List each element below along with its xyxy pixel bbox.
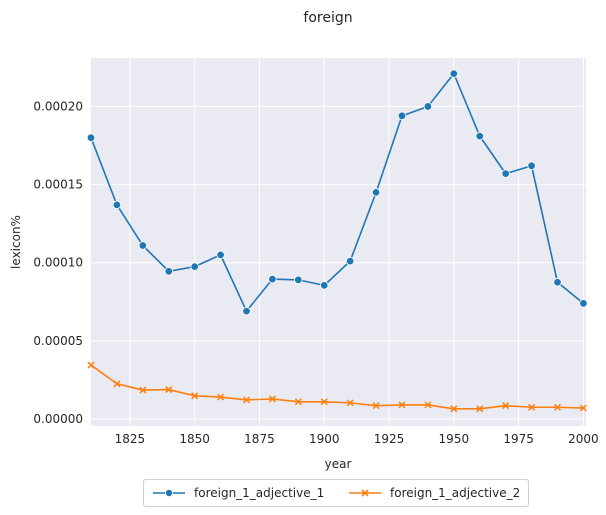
x-axis: 1825 1850 1875 1900 1925 1950 1975 2000 — [115, 432, 599, 446]
data-point — [345, 256, 355, 266]
grid — [91, 58, 586, 426]
x-tick-label: 1975 — [503, 432, 534, 446]
data-point — [139, 386, 147, 394]
x-tick-label: 2000 — [568, 432, 599, 446]
series-line — [90, 364, 584, 410]
y-tick-label: 0.00000 — [33, 412, 83, 426]
data-point — [475, 131, 484, 141]
data-point — [553, 278, 562, 287]
chart-svg: foreign 1825 1850 1875 1900 1925 1950 1975 2000… — [9, 10, 599, 471]
x-tick-label: 1850 — [179, 432, 210, 446]
data-point — [113, 380, 121, 388]
data-point — [450, 405, 458, 413]
x-axis-label: year — [325, 457, 352, 471]
y-axis-label: lexicon% — [9, 215, 23, 269]
data-point — [294, 275, 303, 285]
y-tick-label: 0.00010 — [33, 256, 83, 270]
data-point — [528, 403, 536, 411]
series-1 — [86, 69, 588, 316]
data-point — [242, 396, 251, 404]
chart-title: foreign — [303, 10, 352, 26]
data-point — [320, 281, 329, 290]
data-point — [190, 262, 199, 271]
y-tick-label: 0.00005 — [33, 334, 83, 348]
data-point — [294, 398, 302, 406]
data-point — [112, 200, 122, 210]
x-tick-label: 1925 — [374, 432, 405, 446]
data-point — [86, 133, 96, 142]
legend: foreign_1_adjective_1 foreign_1_adjectiv… — [143, 479, 529, 507]
x-tick-label: 1950 — [439, 432, 470, 446]
data-point — [527, 161, 536, 171]
legend-label-2: foreign_1_adjective_2 — [390, 486, 521, 500]
x-tick-label: 1825 — [115, 432, 146, 446]
legend-item-1: foreign_1_adjective_1 — [152, 485, 324, 501]
data-point — [501, 169, 510, 178]
data-point — [217, 393, 225, 401]
data-point — [423, 102, 433, 111]
data-point — [216, 250, 225, 260]
legend-label-1: foreign_1_adjective_1 — [194, 486, 325, 500]
data-point — [320, 398, 328, 406]
data-point — [424, 401, 432, 409]
data-point — [476, 405, 484, 413]
legend-marker-circle-icon — [153, 489, 185, 497]
plot-area — [91, 58, 586, 426]
data-point — [268, 395, 276, 403]
data-point — [165, 386, 173, 394]
data-point — [138, 241, 148, 250]
data-point — [268, 274, 277, 284]
data-point — [398, 401, 406, 409]
data-point — [397, 111, 407, 121]
data-point — [579, 299, 588, 308]
data-point — [242, 306, 251, 316]
data-point — [346, 399, 354, 407]
legend-item-2: foreign_1_adjective_2 — [348, 485, 520, 501]
series-line — [90, 72, 584, 312]
data-point — [191, 392, 199, 400]
data-point — [579, 404, 587, 412]
x-tick-label: 1875 — [244, 432, 275, 446]
data-point — [449, 69, 459, 78]
x-tick-label: 1900 — [309, 432, 340, 446]
y-tick-label: 0.00020 — [33, 99, 83, 113]
y-tick-label: 0.00015 — [33, 178, 83, 192]
data-point — [502, 402, 510, 410]
data-point — [553, 403, 562, 411]
series-2 — [87, 361, 587, 413]
y-axis: 0.00000 0.00005 0.00010 0.00015 0.00020 — [33, 99, 83, 426]
data-point — [87, 361, 95, 369]
legend-marker-x-icon — [349, 489, 381, 497]
data-point — [371, 188, 381, 197]
data-point — [164, 267, 173, 276]
data-point — [372, 402, 380, 410]
series-layer — [86, 69, 588, 413]
